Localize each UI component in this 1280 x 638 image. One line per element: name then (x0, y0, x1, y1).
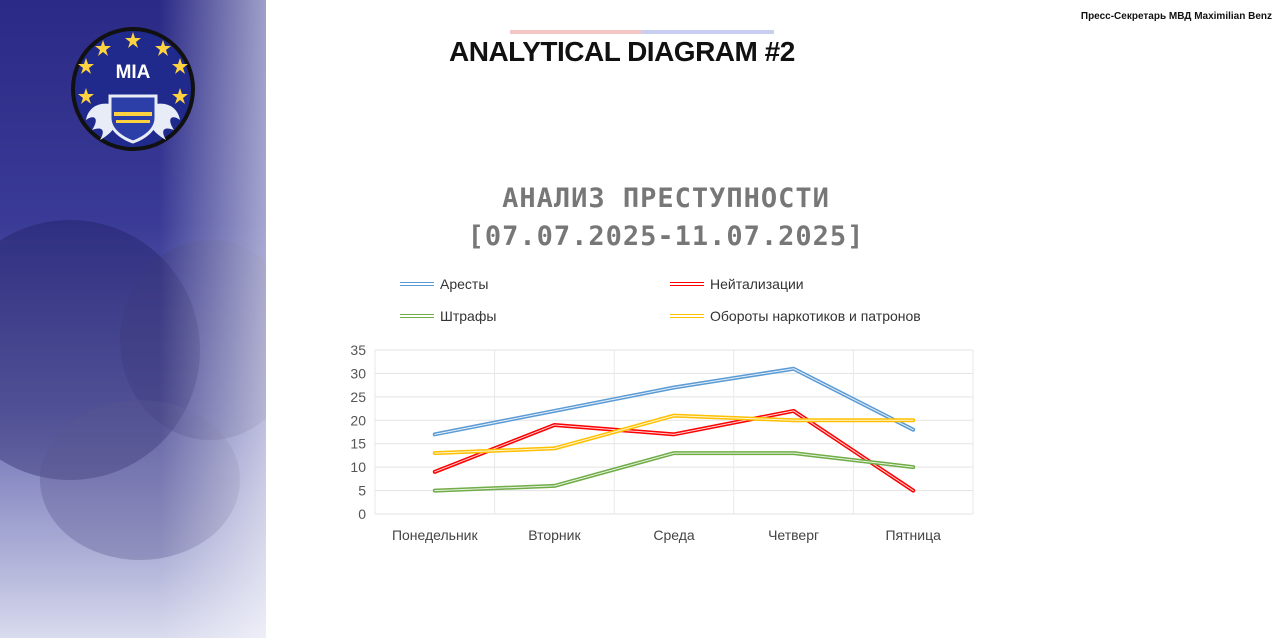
photo-shape (40, 400, 240, 560)
shield-icon (108, 94, 158, 144)
x-tick-label: Понедельник (392, 527, 479, 543)
legend-swatch (670, 282, 704, 286)
legend-swatch (400, 314, 434, 318)
chart-title-line: [07.07.2025-11.07.2025] (467, 221, 865, 252)
photo-shape (120, 240, 266, 440)
mia-logo: MIA (70, 26, 196, 152)
x-tick-label: Вторник (528, 527, 581, 543)
legend-item: Обороты наркотиков и патронов (670, 308, 921, 324)
legend-label: Штрафы (440, 308, 497, 324)
chart-legend: Аресты Нейтализации Штрафы Обороты нарко… (396, 274, 996, 334)
series-line-highlight (434, 452, 914, 492)
logo-text: MIA (116, 62, 151, 83)
y-tick-label: 5 (358, 483, 366, 499)
legend-label: Обороты наркотиков и патронов (710, 308, 921, 324)
legend-item: Штрафы (400, 308, 496, 324)
legend-item: Нейтализации (670, 276, 804, 292)
press-secretary-label: Пресс-Секретарь МВД Maximilian Benz (1080, 11, 1272, 22)
legend-label: Нейтализации (710, 276, 804, 292)
y-tick-label: 35 (350, 342, 366, 358)
y-tick-label: 20 (350, 412, 366, 428)
legend-label: Аресты (440, 276, 489, 292)
legend-item: Аресты (400, 276, 488, 292)
y-tick-label: 25 (350, 389, 366, 405)
chart-title-line: АНАЛИЗ ПРЕСТУПНОСТИ (502, 183, 830, 214)
y-tick-label: 10 (350, 459, 366, 475)
series-line-highlight (434, 368, 914, 435)
title-accent-bar (510, 30, 774, 34)
page-title: ANALYTICAL DIAGRAM #2 (449, 36, 795, 67)
x-tick-label: Пятница (885, 527, 941, 543)
series-line (432, 366, 916, 437)
star-icons (78, 32, 188, 104)
y-tick-label: 15 (350, 436, 366, 452)
shield-stripe (116, 120, 150, 123)
line-chart: 0 5 10 15 20 25 30 35 Понедельник Вторник Среда Чет… (350, 342, 974, 543)
x-tick-label: Среда (653, 527, 695, 543)
legend-swatch (670, 314, 704, 318)
photo-shape (0, 220, 200, 480)
shield-stripe (114, 112, 152, 116)
y-tick-label: 0 (358, 506, 366, 522)
legend-swatch (400, 282, 434, 286)
y-tick-label: 30 (350, 365, 366, 381)
chart-title: АНАЛИЗ ПРЕСТУПНОСТИ [07.07.2025-11.07.20… (360, 180, 972, 256)
x-tick-label: Четверг (768, 527, 819, 543)
